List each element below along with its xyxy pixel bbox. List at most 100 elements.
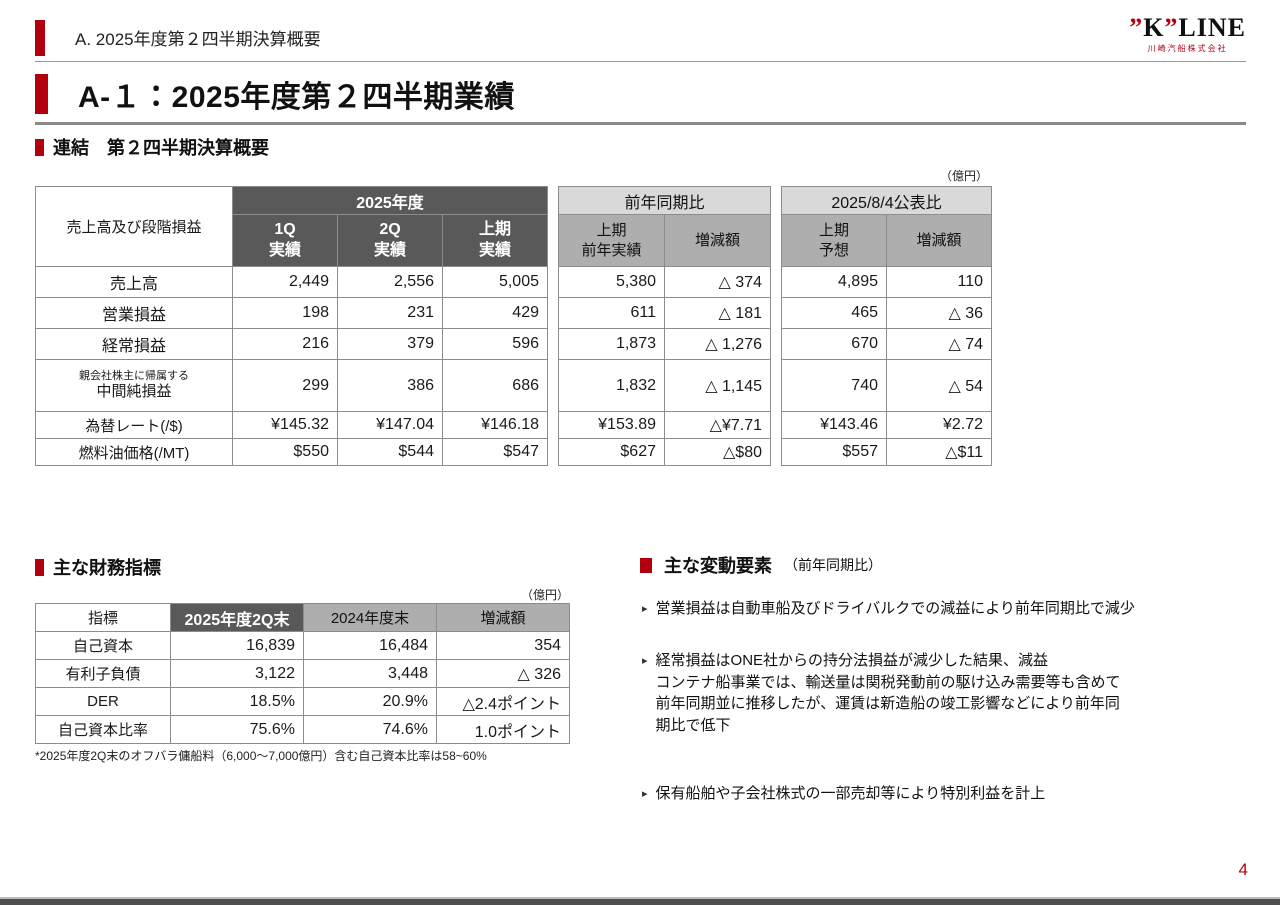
row-label: 自己資本比率 bbox=[35, 715, 171, 744]
row-label-main: 中間純損益 bbox=[96, 383, 172, 401]
value-cell: 611 bbox=[558, 297, 665, 329]
table-row: 燃料油価格(/MT) $550 $544 $547 bbox=[35, 438, 548, 466]
value-cell: 16,839 bbox=[170, 631, 304, 660]
group-header-forecast: 2025/8/4公表比 bbox=[781, 186, 992, 215]
col-header-fc-diff: 増減額 bbox=[886, 214, 992, 267]
value-cell: 75.6% bbox=[170, 715, 304, 744]
section-breadcrumb: A. 2025年度第２四半期決算概要 bbox=[75, 30, 321, 49]
table-header-row: 指標 2025年度2Q末 2024年度末 増減額 bbox=[35, 603, 570, 632]
col-header-fc: 上期 予想 bbox=[781, 214, 887, 267]
row-label-small: 親会社株主に帰属する bbox=[79, 369, 189, 382]
summary-tables: 売上高及び段階損益 2025年度 1Q 実績 2Q 実績 上期 実績 売上高 2… bbox=[35, 186, 992, 466]
value-cell: 299 bbox=[232, 359, 338, 412]
value-cell: 2,556 bbox=[337, 266, 443, 298]
bullet-triangle-icon: ▸ bbox=[642, 603, 648, 615]
value-cell: △ 54 bbox=[886, 359, 992, 412]
value-cell: 1,873 bbox=[558, 328, 665, 360]
value-cell: 16,484 bbox=[303, 631, 437, 660]
table-row: 自己資本比率 75.6% 74.6% 1.0ポイント bbox=[35, 715, 570, 744]
factors-section: 主な変動要素 （前年同期比） ▸ 営業損益は自動車船及びドライバルクでの減益によ… bbox=[640, 552, 1255, 835]
table-row: 経常損益 216 379 596 bbox=[35, 328, 548, 360]
row-label: 親会社株主に帰属する 中間純損益 bbox=[35, 359, 233, 412]
row-label: 燃料油価格(/MT) bbox=[35, 438, 233, 466]
fin-header-metric: 指標 bbox=[35, 603, 171, 632]
table-row: 611 △ 181 bbox=[558, 297, 771, 329]
value-cell: $544 bbox=[337, 438, 443, 466]
group-header-yoy: 前年同期比 bbox=[558, 186, 771, 215]
factors-heading-note: （前年同期比） bbox=[784, 557, 882, 573]
table-row: $557 △$11 bbox=[781, 438, 992, 466]
summary-unit-note: （億円） bbox=[939, 169, 988, 183]
summary-table-2025: 売上高及び段階損益 2025年度 1Q 実績 2Q 実績 上期 実績 売上高 2… bbox=[35, 186, 548, 466]
row-label: DER bbox=[35, 687, 171, 716]
row-label: 有利子負債 bbox=[35, 659, 171, 688]
table-row: 為替レート(/$) ¥145.32 ¥147.04 ¥146.18 bbox=[35, 411, 548, 439]
value-cell: 670 bbox=[781, 328, 887, 360]
page-number: 4 bbox=[1238, 860, 1248, 879]
title-accent-bar bbox=[35, 74, 48, 114]
value-cell: 686 bbox=[442, 359, 548, 412]
value-cell: △ 181 bbox=[664, 297, 771, 329]
table-row: 親会社株主に帰属する 中間純損益 299 386 686 bbox=[35, 359, 548, 412]
value-cell: △ 74 bbox=[886, 328, 992, 360]
summary-table-yoy: 前年同期比 上期 前年実績 増減額 5,380 △ 374 611 △ 181 … bbox=[558, 186, 771, 466]
table-row: 1,832 △ 1,145 bbox=[558, 359, 771, 412]
value-cell: △ 374 bbox=[664, 266, 771, 298]
table-row: 5,380 △ 374 bbox=[558, 266, 771, 298]
financial-section-heading: 主な財務指標 bbox=[35, 554, 161, 580]
summary-table-forecast: 2025/8/4公表比 上期 予想 増減額 4,895 110 465 △ 36… bbox=[781, 186, 992, 466]
factors-section-heading: 主な変動要素 （前年同期比） bbox=[640, 552, 1255, 578]
table-row: 740 △ 54 bbox=[781, 359, 992, 412]
value-cell: ¥2.72 bbox=[886, 411, 992, 439]
table-row: 有利子負債 3,122 3,448 △ 326 bbox=[35, 659, 570, 688]
row-label: 自己資本 bbox=[35, 631, 171, 660]
value-cell: △ 1,145 bbox=[664, 359, 771, 412]
table-row: 売上高 2,449 2,556 5,005 bbox=[35, 266, 548, 298]
group-header-2025: 2025年度 bbox=[232, 186, 548, 215]
value-cell: 354 bbox=[436, 631, 570, 660]
title-block: A-１：2025年度第２四半期業績 bbox=[35, 72, 1246, 125]
value-cell: △ 326 bbox=[436, 659, 570, 688]
fin-header-2025q2: 2025年度2Q末 bbox=[170, 603, 304, 632]
value-cell: 110 bbox=[886, 266, 992, 298]
value-cell: 5,380 bbox=[558, 266, 665, 298]
table-row: 自己資本 16,839 16,484 354 bbox=[35, 631, 570, 660]
bullet-triangle-icon: ▸ bbox=[642, 787, 648, 800]
value-cell: 20.9% bbox=[303, 687, 437, 716]
col-header-2q: 2Q 実績 bbox=[337, 214, 443, 267]
value-cell: ¥145.32 bbox=[232, 411, 338, 439]
value-cell: 465 bbox=[781, 297, 887, 329]
value-cell: 596 bbox=[442, 328, 548, 360]
value-cell: 379 bbox=[337, 328, 443, 360]
logo-line-text: LINE bbox=[1178, 13, 1246, 42]
value-cell: ¥143.46 bbox=[781, 411, 887, 439]
value-cell: $550 bbox=[232, 438, 338, 466]
value-cell: △¥7.71 bbox=[664, 411, 771, 439]
row-label: 売上高 bbox=[35, 266, 233, 298]
logo-letter-k: K bbox=[1143, 13, 1165, 42]
table-row: DER 18.5% 20.9% △2.4ポイント bbox=[35, 687, 570, 716]
value-cell: 3,122 bbox=[170, 659, 304, 688]
fin-header-2024: 2024年度末 bbox=[303, 603, 437, 632]
table-row: 1,873 △ 1,276 bbox=[558, 328, 771, 360]
col-header-yoy-actual: 上期 前年実績 bbox=[558, 214, 665, 267]
heading-bullet-icon bbox=[35, 138, 44, 156]
factor-text: 営業損益は自動車船及びドライバルクでの減益により前年同期比で減少 bbox=[655, 600, 1135, 617]
value-cell: △ 1,276 bbox=[664, 328, 771, 360]
logo-quote-open-icon: ” bbox=[1129, 13, 1144, 42]
col-header-1q: 1Q 実績 bbox=[232, 214, 338, 267]
table-row: ¥153.89 △¥7.71 bbox=[558, 411, 771, 439]
value-cell: 1,832 bbox=[558, 359, 665, 412]
value-cell: $547 bbox=[442, 438, 548, 466]
value-cell: △ 36 bbox=[886, 297, 992, 329]
corner-label: 売上高及び段階損益 bbox=[35, 186, 233, 267]
bottom-border-bar bbox=[0, 897, 1280, 905]
value-cell: 2,449 bbox=[232, 266, 338, 298]
slide-header: A. 2025年度第２四半期決算概要 ”K”LINE 川崎汽船株式会社 bbox=[35, 14, 1246, 62]
logo-company-name: 川崎汽船株式会社 bbox=[1147, 44, 1228, 53]
factor-text: 保有船舶や子会社株式の一部売却等により特別利益を計上 bbox=[655, 784, 1046, 802]
table-row: $627 △$80 bbox=[558, 438, 771, 466]
table-row: ¥143.46 ¥2.72 bbox=[781, 411, 992, 439]
list-item: ▸ 保有船舶や子会社株式の一部売却等により特別利益を計上 bbox=[640, 783, 1255, 805]
value-cell: 740 bbox=[781, 359, 887, 412]
